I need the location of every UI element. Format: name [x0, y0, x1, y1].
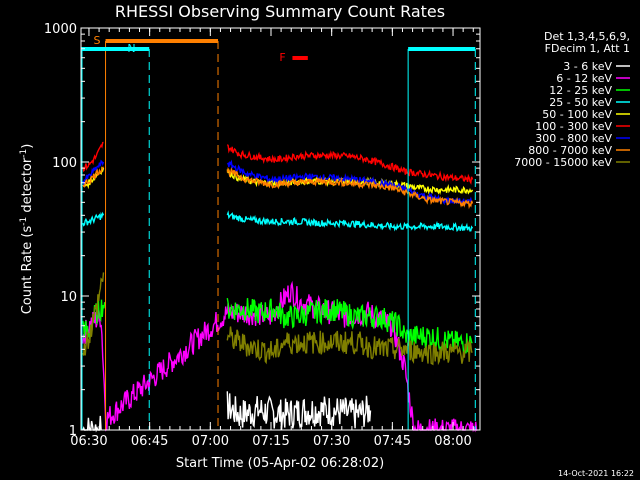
- y-axis-label-end: ): [20, 144, 35, 149]
- plot-frame: [80, 27, 481, 431]
- series-line-3: [82, 211, 105, 227]
- series-line-6: [82, 159, 105, 187]
- series-line-5: [226, 144, 474, 185]
- x-tick-label: 06:45: [131, 434, 168, 449]
- y-tick-label: 1000: [44, 22, 77, 37]
- legend-header-line-1: Det 1,3,4,5,6,9,: [544, 30, 630, 43]
- x-axis-ticks: 06:30 06:45 07:00 07:15 07:30 07:45 08:00: [70, 28, 474, 449]
- series-line-5: [82, 141, 104, 173]
- flag-bars: S N F: [81, 34, 476, 430]
- flare-label: F: [279, 51, 285, 64]
- legend-label: 100 - 300 keV: [535, 120, 612, 133]
- flag-label-s: S: [94, 34, 101, 47]
- y-tick-label: 100: [52, 156, 77, 171]
- legend-label: 25 - 50 keV: [549, 96, 612, 109]
- flag-label-n: N: [127, 42, 135, 55]
- y-axis-ticks: 1 10 100 1000: [44, 22, 480, 439]
- x-tick-label: 07:45: [374, 434, 411, 449]
- y-tick-label: 10: [60, 290, 77, 305]
- x-axis-label: Start Time (05-Apr-02 06:28:02): [176, 456, 384, 471]
- legend-label: 6 - 12 keV: [556, 72, 612, 85]
- series-line-7: [226, 166, 474, 210]
- y-axis-label-superscript-1: -1: [19, 217, 29, 226]
- y-axis-label: Count Rate (s-1 detector-1): [19, 144, 35, 315]
- timestamp: 14-Oct-2021 16:22: [558, 469, 634, 478]
- series-line-8: [82, 272, 105, 356]
- legend-label: 800 - 7000 keV: [528, 144, 612, 157]
- series-line-7: [82, 166, 104, 188]
- plot-area: [82, 141, 478, 433]
- y-axis-label-superscript-2: -1: [19, 149, 29, 158]
- legend-label: 12 - 25 keV: [549, 84, 612, 97]
- legend-label: 300 - 800 keV: [535, 132, 612, 145]
- y-axis-label-main: Count Rate (s: [20, 226, 35, 315]
- series-line-6: [226, 159, 473, 206]
- x-tick-label: 06:30: [70, 434, 107, 449]
- legend-label: 7000 - 15000 keV: [514, 156, 612, 169]
- legend-label: 3 - 6 keV: [563, 60, 612, 73]
- series-line-0: [82, 415, 102, 433]
- chart-title: RHESSI Observing Summary Count Rates: [115, 2, 445, 21]
- series-line-0: [226, 391, 372, 431]
- series-line-3: [226, 210, 474, 232]
- legend-header-line-2: FDecim 1, Att 1: [545, 42, 630, 55]
- x-tick-label: 07:00: [192, 434, 229, 449]
- series-line-8: [226, 326, 473, 366]
- y-tick-label: 1: [69, 424, 77, 439]
- y-axis-label-mid: detector: [20, 157, 35, 217]
- x-tick-label: 07:30: [313, 434, 350, 449]
- x-tick-label: 08:00: [434, 434, 471, 449]
- legend-label: 50 - 100 keV: [542, 108, 612, 121]
- series-line-2: [226, 297, 473, 355]
- x-tick-label: 07:15: [252, 434, 289, 449]
